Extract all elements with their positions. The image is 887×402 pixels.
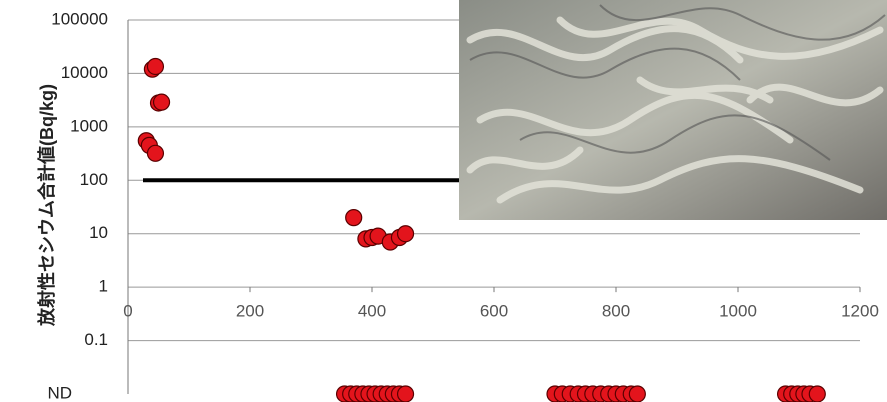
y-tick-label: ND [47,383,72,402]
point [146,57,165,76]
x-tick-label: 400 [358,302,386,321]
x-tick-label: 1200 [841,302,879,321]
x-tick-label: 600 [480,302,508,321]
y-tick-label: 1000 [70,116,108,135]
nd-point [396,385,415,402]
photo-inset [459,0,887,220]
x-tick-label: 200 [236,302,264,321]
x-tick-label: 0 [123,302,132,321]
y-axis-label: 放射性セシウム合計値(Bq/kg) [36,84,57,327]
x-tick-label: 1000 [719,302,757,321]
point [152,93,171,111]
y-tick-label: 0.1 [84,330,108,349]
y-tick-label: 10 [89,223,108,242]
nd-point [808,385,826,402]
y-tick-label: 10000 [61,63,108,82]
point [396,225,415,243]
y-tick-label: 100000 [51,9,108,28]
x-tick-label: 800 [602,302,630,321]
y-tick-label: 100 [80,170,108,189]
nd-point [628,385,646,402]
point [146,144,165,162]
point [345,209,363,227]
y-tick-label: 1 [99,277,108,296]
